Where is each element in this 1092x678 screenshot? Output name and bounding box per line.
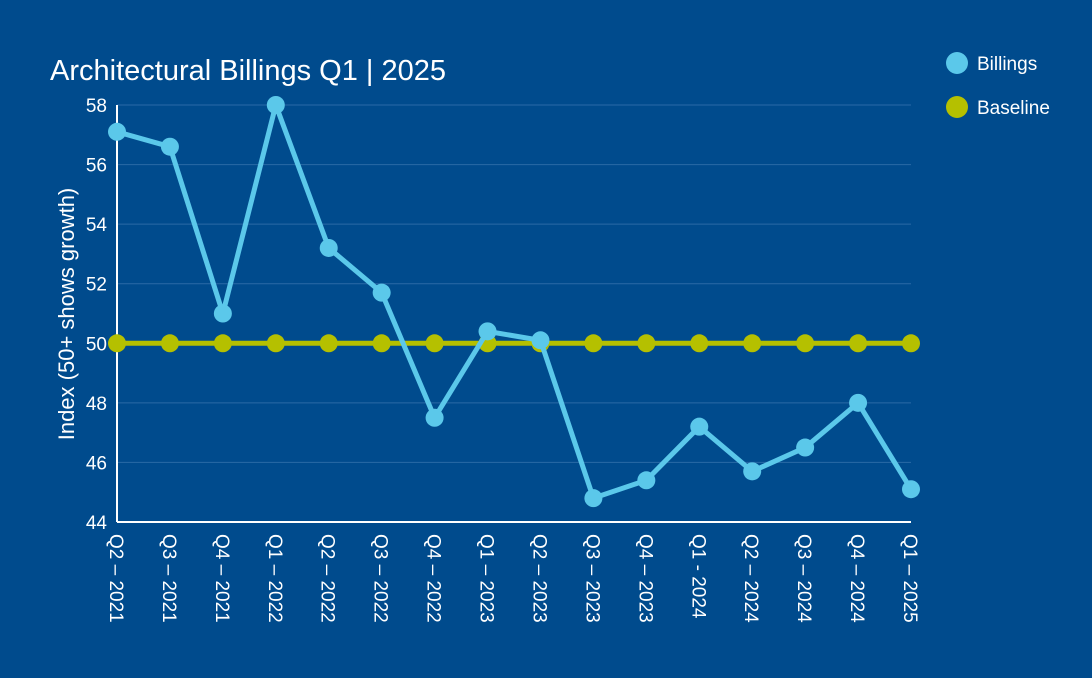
data-point (584, 489, 603, 508)
legend-label: Billings (977, 54, 1037, 75)
x-tick-label: Q2 – 2022 (317, 534, 338, 623)
data-point (902, 480, 920, 499)
legend-marker (946, 96, 968, 118)
y-tick-label: 52 (86, 275, 107, 296)
data-point (425, 334, 444, 353)
y-tick-label: 46 (86, 453, 107, 474)
data-point (266, 96, 285, 114)
x-tick-label: Q4 – 2024 (846, 534, 867, 623)
y-tick-label: 58 (86, 96, 107, 117)
legend-item-baseline: Baseline (946, 96, 1050, 119)
x-tick-labels: Q2 – 2021 Q3 – 2021 Q4 – 2021 Q1 – 2022 Q2 –… (105, 534, 920, 623)
y-tick-labels: 44 46 48 50 52 54 56 58 (86, 96, 108, 534)
data-point (319, 334, 338, 353)
chart-title: Architectural Billings Q1 | 2025 (50, 55, 446, 87)
data-point (743, 334, 762, 353)
x-tick-label: Q4 – 2022 (423, 534, 444, 623)
series-line (116, 102, 914, 501)
x-tick-label: Q2 – 2021 (105, 534, 126, 623)
data-point (213, 304, 232, 323)
data-point (108, 334, 126, 353)
data-point (690, 417, 709, 436)
data-point (584, 334, 603, 353)
x-tick-label: Q3 – 2024 (793, 534, 814, 623)
grid-lines (117, 104, 911, 463)
x-tick-label: Q4 – 2023 (634, 534, 655, 623)
y-tick-label: 56 (86, 156, 107, 177)
legend-item-billings: Billings (946, 52, 1037, 75)
y-tick-label: 50 (86, 334, 107, 355)
y-tick-label: 48 (86, 394, 107, 415)
data-point (743, 462, 762, 481)
legend: Billings Baseline (946, 52, 1050, 119)
data-point (425, 408, 444, 427)
data-point (372, 334, 391, 353)
data-point (690, 334, 709, 353)
y-axis-label: Index (50+ shows growth) (54, 188, 79, 441)
data-point (796, 334, 815, 353)
series-billings (108, 96, 920, 508)
legend-label: Baseline (977, 98, 1050, 119)
x-tick-label: Q1 – 2022 (264, 534, 285, 623)
x-tick-label: Q1 - 2024 (687, 534, 708, 619)
data-point (213, 334, 232, 353)
x-tick-label: Q3 – 2021 (158, 534, 179, 623)
data-point (319, 238, 338, 257)
data-point (849, 393, 868, 412)
x-tick-label: Q2 – 2024 (740, 534, 761, 623)
y-tick-label: 54 (86, 215, 108, 236)
y-tick-label: 44 (86, 513, 108, 534)
series (108, 96, 920, 508)
legend-marker (946, 52, 968, 74)
x-tick-label: Q2 – 2023 (528, 534, 549, 623)
x-tick-label: Q3 – 2023 (581, 534, 602, 623)
x-tick-label: Q4 – 2021 (211, 534, 232, 623)
x-tick-label: Q3 – 2022 (370, 534, 391, 623)
data-point (637, 334, 656, 353)
x-tick-label: Q1 – 2025 (899, 534, 920, 623)
axes (116, 105, 911, 523)
data-point (796, 438, 815, 457)
x-tick-label: Q1 – 2023 (476, 534, 497, 623)
data-point (902, 334, 920, 353)
data-point (372, 283, 391, 302)
data-point (266, 334, 285, 353)
data-point (637, 471, 656, 490)
data-point (108, 122, 126, 141)
data-point (531, 331, 550, 350)
data-point (478, 322, 497, 341)
data-point (160, 137, 179, 156)
data-point (849, 334, 868, 353)
data-point (160, 334, 179, 353)
